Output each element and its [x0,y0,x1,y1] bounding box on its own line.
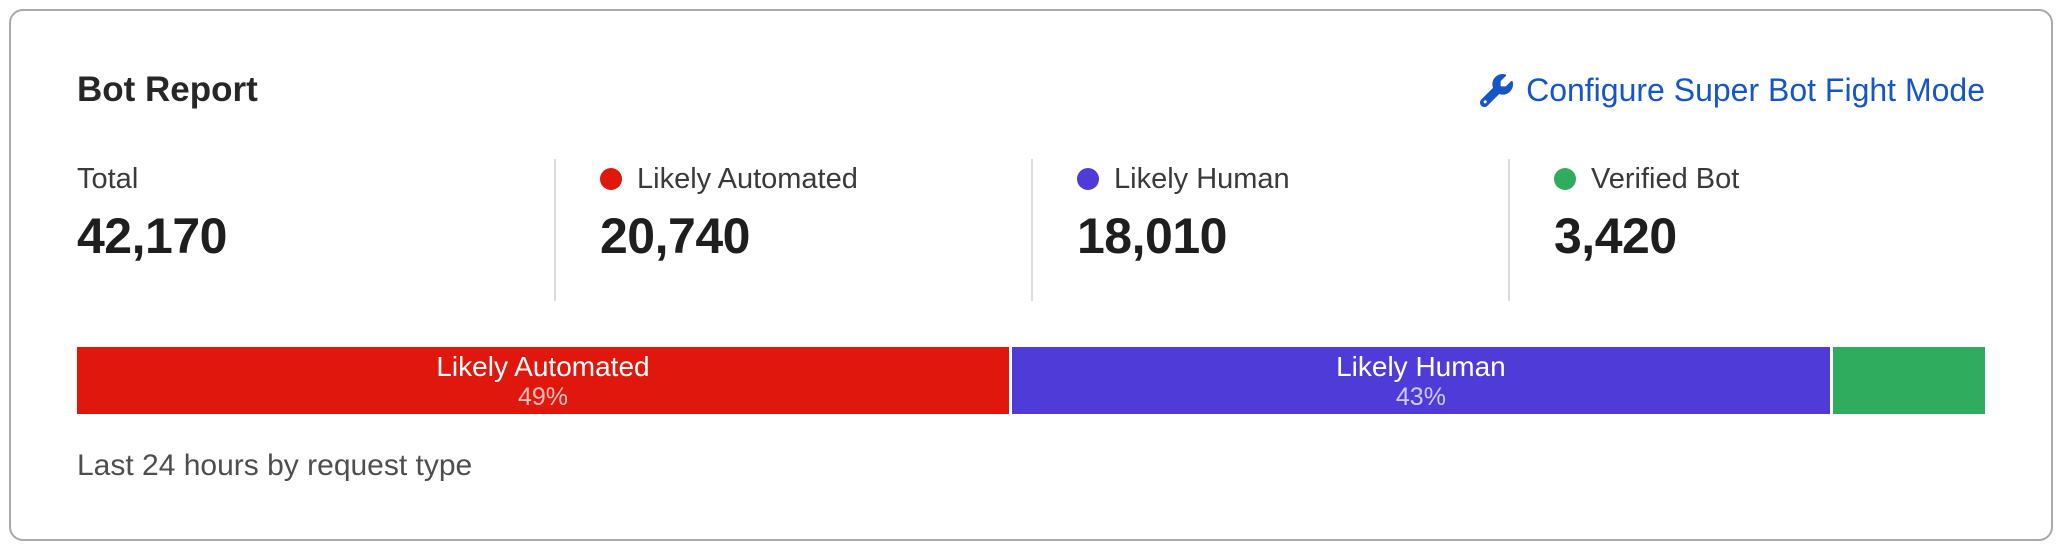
stat-verified-bot: Verified Bot 3,420 [1508,159,1985,301]
green-dot-icon [1554,168,1576,190]
bar-segment-percent: 49% [517,382,569,411]
stat-label: Likely Automated [637,163,858,195]
stat-total-label-row: Total [77,161,554,197]
stat-label: Verified Bot [1591,163,1740,195]
bar-segment-percent: 43% [1395,382,1446,411]
page-title: Bot Report [77,70,258,109]
configure-link-label: Configure Super Bot Fight Mode [1526,72,1985,108]
wrench-icon [1480,73,1514,107]
purple-dot-icon [1077,168,1099,190]
stat-verified-bot-label-row: Verified Bot [1554,161,1985,197]
stat-likely-human-label-row: Likely Human [1077,161,1508,197]
bar-segment-verified-bot [1832,347,1985,414]
bot-report-card: Bot Report Configure Super Bot Fight Mod… [9,9,2053,541]
time-range-caption: Last 24 hours by request type [77,449,473,482]
stat-likely-automated-label-row: Likely Automated [600,161,1031,197]
configure-super-bot-fight-mode-link[interactable]: Configure Super Bot Fight Mode [1480,70,1985,110]
red-dot-icon [600,168,622,190]
stat-likely-human-value: 18,010 [1077,208,1227,264]
stat-likely-automated-value: 20,740 [600,208,750,264]
stat-total: Total 42,170 [77,159,554,301]
bar-segment-label: Likely Automated [436,350,650,382]
bar-segment-likely-human: Likely Human 43% [1011,347,1830,414]
stat-label: Likely Human [1114,163,1290,195]
stat-likely-human: Likely Human 18,010 [1031,159,1508,301]
stat-label: Total [77,163,139,195]
stat-verified-bot-value: 3,420 [1554,208,1677,264]
bar-segment-likely-automated: Likely Automated 49% [77,347,1009,414]
stat-likely-automated: Likely Automated 20,740 [554,159,1031,301]
stats-row: Total 42,170 Likely Automated 20,740 Lik… [77,159,1985,301]
stat-total-value: 42,170 [77,208,227,264]
bar-segment-label: Likely Human [1336,350,1506,382]
card-header: Bot Report Configure Super Bot Fight Mod… [77,69,1985,111]
request-type-stacked-bar: Likely Automated 49% Likely Human 43% [77,347,1985,414]
